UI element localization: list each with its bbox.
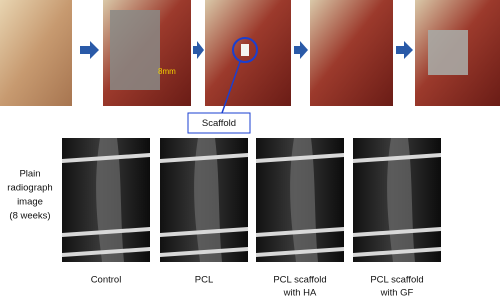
pin	[353, 247, 441, 257]
measurement-label: 8mm	[158, 67, 176, 76]
caliper	[110, 10, 160, 90]
arrow	[80, 41, 99, 59]
pin	[256, 153, 344, 163]
pin	[62, 227, 150, 237]
pin	[160, 247, 248, 257]
callout-line	[221, 61, 241, 114]
pin	[353, 153, 441, 163]
label-line: radiograph	[7, 183, 52, 194]
arrow	[294, 41, 308, 59]
label-line: (8 weeks)	[9, 211, 50, 222]
group-label: with GF	[380, 288, 414, 299]
surgery-photos: 8mm	[0, 0, 500, 106]
pin	[256, 247, 344, 257]
pin	[353, 227, 441, 237]
radiographs: Control PCL PCL scaffold with HA PCL scaffol…	[62, 138, 441, 299]
group-label: PCL scaffold	[370, 275, 423, 286]
label-line: image	[17, 197, 43, 208]
group-label: PCL scaffold	[273, 275, 326, 286]
photo	[0, 0, 72, 106]
photo	[310, 0, 393, 106]
arrow	[193, 41, 204, 59]
group-label: with HA	[283, 288, 317, 299]
fixator	[428, 30, 468, 75]
arrow	[396, 41, 413, 59]
arrows	[80, 41, 413, 59]
pin	[62, 247, 150, 257]
scaffold-circle	[232, 37, 258, 63]
pin	[256, 227, 344, 237]
pin	[160, 153, 248, 163]
scaffold	[241, 44, 249, 56]
callout-box	[187, 112, 251, 134]
pin	[62, 153, 150, 163]
callout-label: Scaffold	[202, 118, 236, 129]
pin	[160, 227, 248, 237]
group-label: PCL	[195, 275, 213, 286]
group-label: Control	[91, 275, 122, 286]
radiograph-label: Plain radiograph image (8 weeks)	[7, 169, 52, 222]
label-line: Plain	[19, 169, 40, 180]
